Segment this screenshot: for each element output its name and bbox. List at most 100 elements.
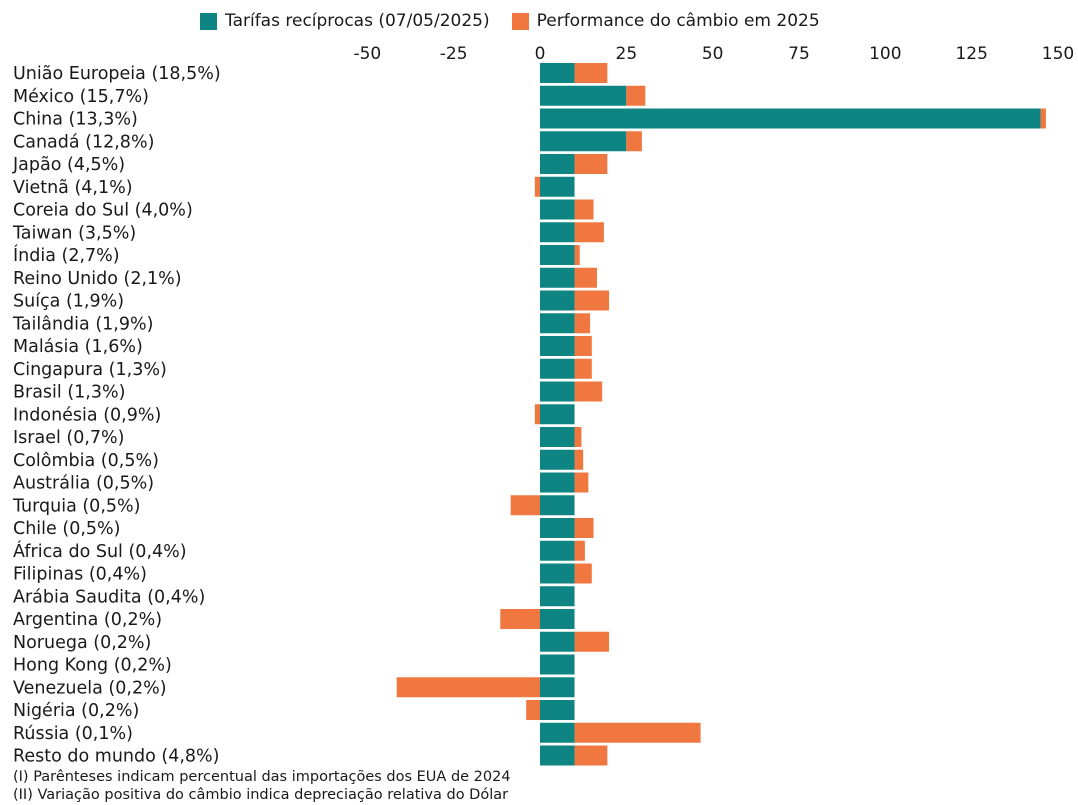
bar-fx-performance	[574, 154, 608, 174]
category-label: África do Sul (0,4%)	[13, 540, 187, 562]
category-label: Arábia Saudita (0,4%)	[13, 587, 205, 607]
bar-fx-performance	[574, 336, 592, 356]
category-labels: União Europeia (18,5%) México (15,7%) Chin…	[12, 64, 221, 767]
bar-tariff	[540, 654, 575, 675]
footnote-1: (I) Parênteses indicam percentual das im…	[13, 769, 511, 785]
bar-fx-performance	[1040, 108, 1046, 129]
legend-swatch-tariffs	[200, 12, 217, 30]
bar-tariff	[540, 472, 575, 493]
category-label: Argentina (0,2%)	[13, 610, 162, 630]
x-tick-label: 75	[788, 44, 810, 64]
category-label: Rússia (0,1%)	[13, 724, 133, 744]
bar-tariff	[540, 745, 575, 766]
category-label: México (15,7%)	[13, 87, 149, 107]
bar-tariff	[540, 313, 575, 334]
bar-fx-performance	[510, 495, 540, 516]
legend-item-tariffs: Tarífas recíprocas (07/05/2025)	[200, 11, 490, 31]
bar-tariff	[540, 154, 575, 174]
legend: Tarífas recíprocas (07/05/2025) Performa…	[200, 9, 842, 33]
bar-tariff	[540, 540, 575, 561]
bar-tariff	[540, 609, 575, 629]
category-label: Taiwan (3,5%)	[12, 223, 136, 243]
bar-fx-performance	[534, 404, 540, 425]
bar-tariff	[540, 381, 575, 402]
footnote-2: (II) Variação positiva do câmbio indica …	[13, 787, 509, 803]
category-label: Turquia (0,5%)	[12, 496, 140, 516]
bar-fx-performance	[574, 381, 603, 402]
bar-fx-performance	[574, 631, 610, 652]
bar-tariff	[540, 700, 575, 720]
bar-tariff	[540, 722, 575, 743]
x-tick-label: 50	[702, 44, 724, 64]
bar-tariff	[540, 108, 1041, 129]
category-label: Coreia do Sul (4,0%)	[13, 201, 193, 221]
bar-tariff	[540, 358, 575, 379]
category-label: União Europeia (18,5%)	[13, 64, 221, 84]
bar-fx-performance	[574, 427, 582, 447]
legend-swatch-fx	[511, 12, 529, 30]
category-label: Canadá (12,8%)	[13, 132, 154, 152]
category-label: Malásia (1,6%)	[13, 337, 143, 357]
category-label: Indonésia (0,9%)	[13, 405, 161, 425]
bar-tariff	[540, 404, 575, 425]
bar-fx-performance	[574, 245, 580, 265]
bar-fx-performance	[574, 518, 594, 538]
bar-fx-performance	[626, 85, 646, 106]
footnotes: (I) Parênteses indicam percentual das im…	[13, 768, 511, 804]
x-tick-label: 25	[616, 44, 638, 64]
bar-fx-performance	[574, 313, 591, 334]
category-label: Chile (0,5%)	[13, 519, 120, 539]
x-tick-label: 125	[955, 44, 987, 64]
bar-fx-performance	[626, 131, 642, 152]
bar-fx-performance	[534, 176, 540, 197]
bar-tariff	[540, 495, 575, 516]
bar-fx-performance	[574, 449, 584, 470]
category-label: Suíça (1,9%)	[13, 292, 124, 312]
bar-fx-performance	[574, 267, 597, 288]
category-label: Noruega (0,2%)	[13, 633, 151, 653]
bar-tariff	[540, 586, 575, 607]
bar-tariff	[540, 631, 575, 652]
legend-item-fx: Performance do câmbio em 2025	[511, 11, 820, 31]
bar-fx-performance	[526, 700, 540, 720]
bar-tariff	[540, 267, 575, 288]
x-tick-label: -50	[353, 44, 381, 64]
bar-tariff	[540, 449, 575, 470]
category-label: Colômbia (0,5%)	[13, 451, 159, 471]
x-tick-label: 150	[1042, 44, 1074, 64]
bar-fx-performance	[396, 677, 540, 698]
legend-label-fx: Performance do câmbio em 2025	[536, 11, 820, 31]
x-tick-label: 0	[535, 44, 546, 64]
bar-tariff	[540, 85, 627, 106]
bars	[396, 63, 1046, 766]
bar-fx-performance	[574, 63, 608, 83]
category-label: Filipinas (0,4%)	[13, 565, 147, 585]
category-label: Cingapura (1,3%)	[13, 360, 167, 380]
bar-tariff	[540, 245, 575, 265]
bar-fx-performance	[574, 222, 604, 243]
bar-tariff	[540, 427, 575, 447]
category-label: Índia (2,7%)	[13, 244, 120, 266]
bar-fx-performance	[574, 199, 594, 220]
bar-fx-performance	[500, 609, 540, 629]
bar-fx-performance	[574, 540, 585, 561]
bar-fx-performance	[574, 290, 610, 311]
category-label: Austrália (0,5%)	[13, 474, 154, 494]
bar-tariff	[540, 222, 575, 243]
bar-fx-performance	[574, 563, 592, 584]
bar-fx-performance	[574, 722, 701, 743]
bar-tariff	[540, 518, 575, 538]
category-label: Tailândia (1,9%)	[12, 314, 153, 334]
category-label: Israel (0,7%)	[13, 428, 125, 448]
category-label: Reino Unido (2,1%)	[13, 269, 182, 289]
bar-fx-performance	[574, 472, 589, 493]
category-label: Vietnã (4,1%)	[13, 178, 133, 198]
x-tick-label: 100	[869, 44, 901, 64]
bar-tariff	[540, 199, 575, 220]
category-label: Japão (4,5%)	[12, 155, 125, 175]
x-tick-label: -25	[440, 44, 468, 64]
category-label: Nigéria (0,2%)	[13, 701, 139, 721]
bar-tariff	[540, 176, 575, 197]
category-label: Brasil (1,3%)	[13, 383, 125, 403]
